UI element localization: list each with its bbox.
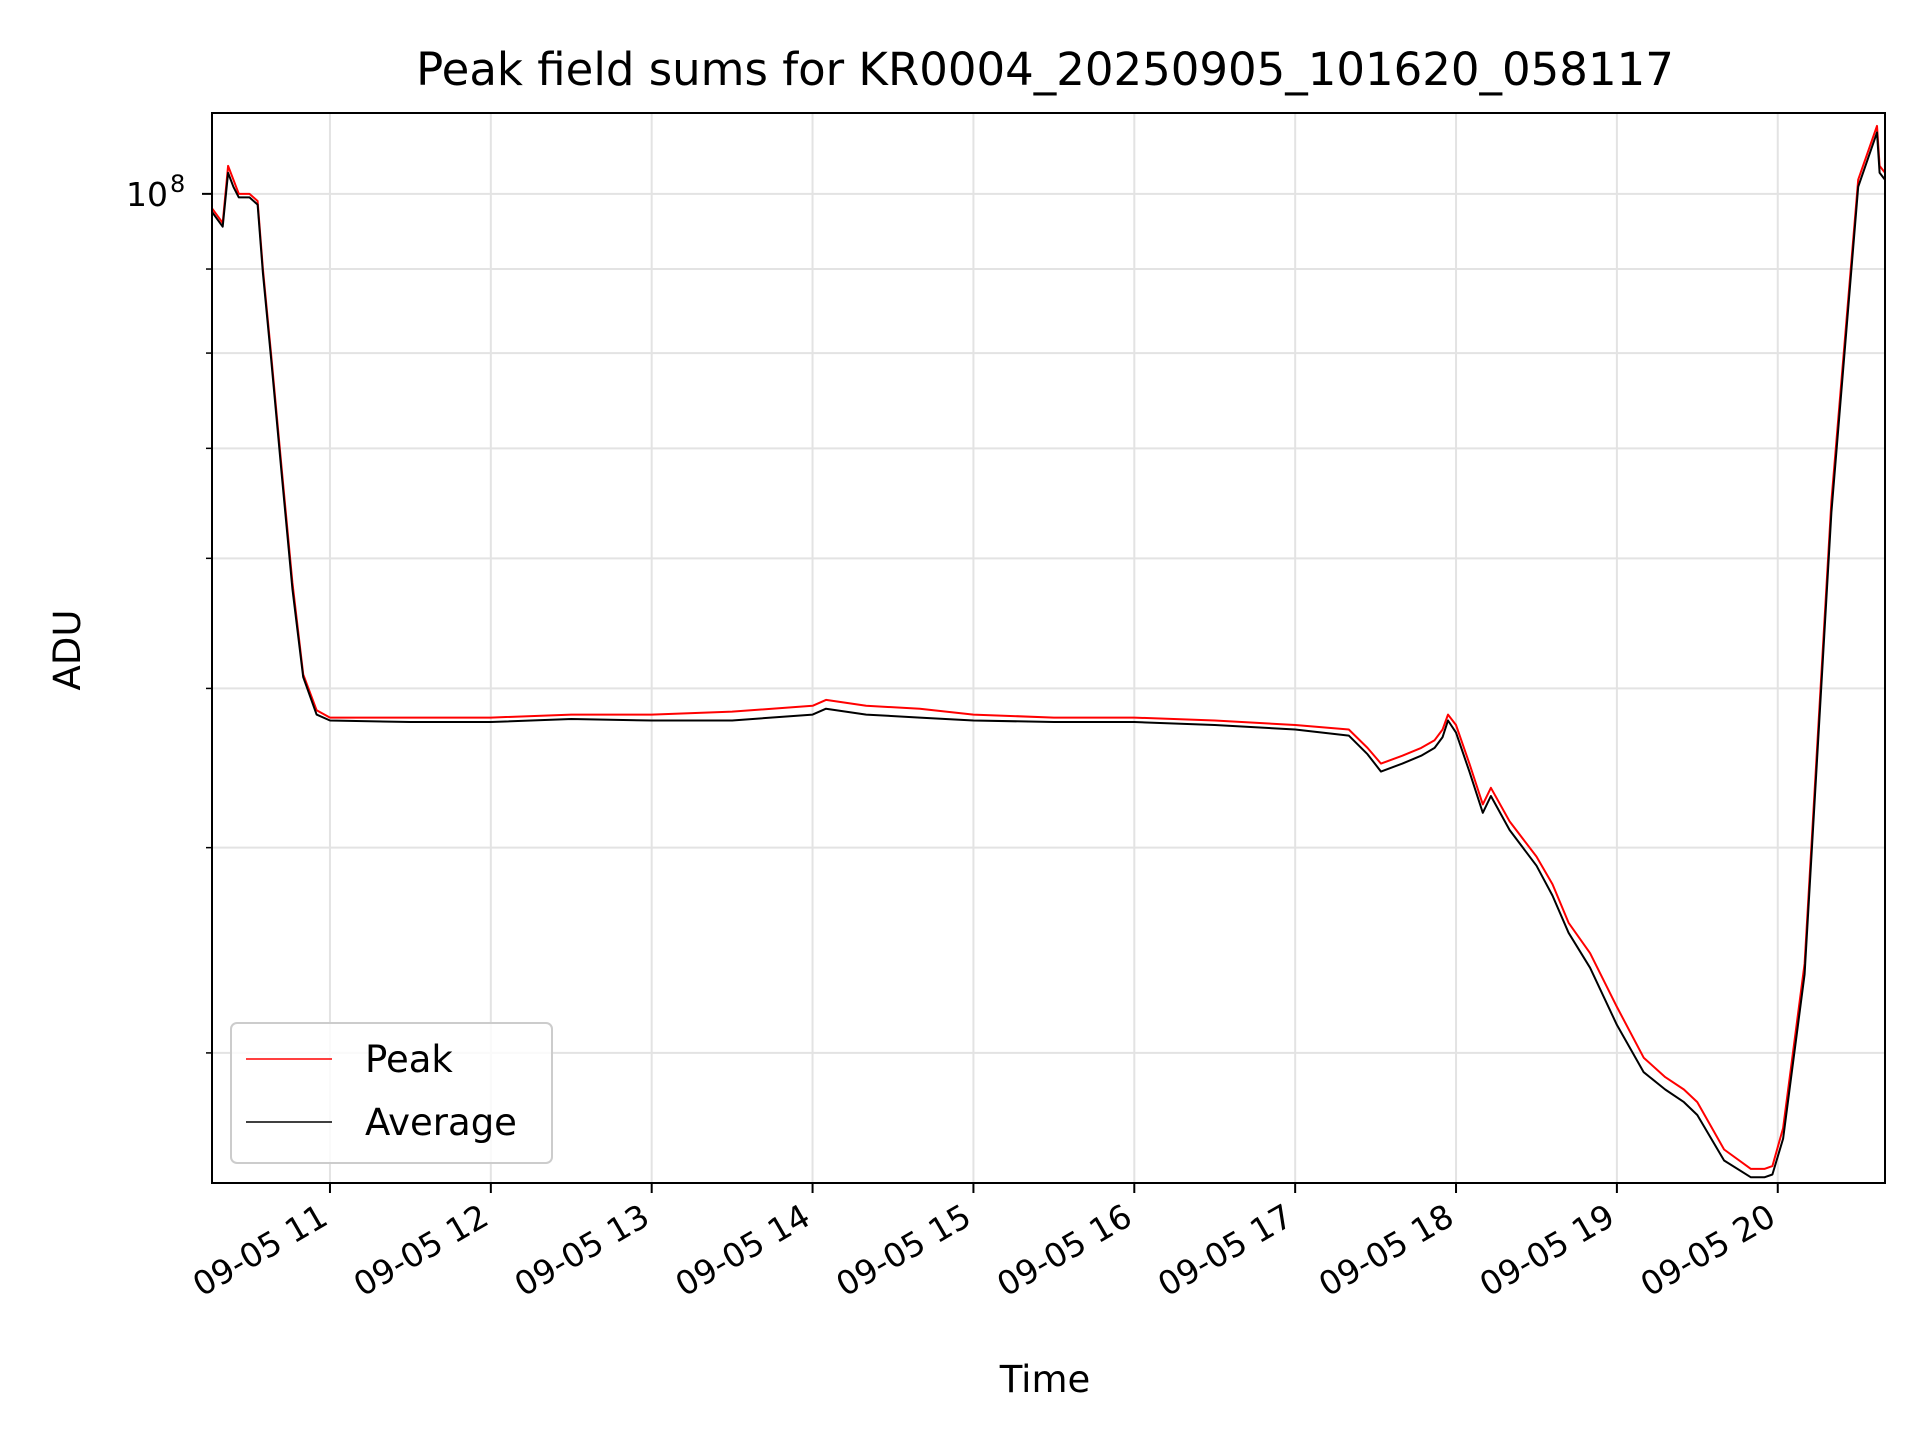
legend: Peak Average [230, 1022, 553, 1164]
legend-label-peak: Peak [365, 1038, 453, 1081]
y-axis-label: ADU [46, 610, 89, 691]
series-layer [211, 124, 1886, 1179]
legend-box [230, 1022, 553, 1164]
y-tick-base: 10 [126, 175, 168, 214]
chart-title: Peak field sums for KR0004_20250905_1016… [416, 43, 1674, 96]
y-axis-ticks: 10 8 [126, 170, 212, 1054]
series-line-average [211, 131, 1886, 1179]
x-axis-label: Time [999, 1358, 1091, 1401]
legend-label-average: Average [365, 1101, 517, 1144]
y-tick-exponent: 8 [170, 170, 185, 198]
y-tick-label: 10 [126, 175, 168, 214]
grid [212, 113, 1885, 1183]
plot-frame [211, 112, 1886, 1184]
